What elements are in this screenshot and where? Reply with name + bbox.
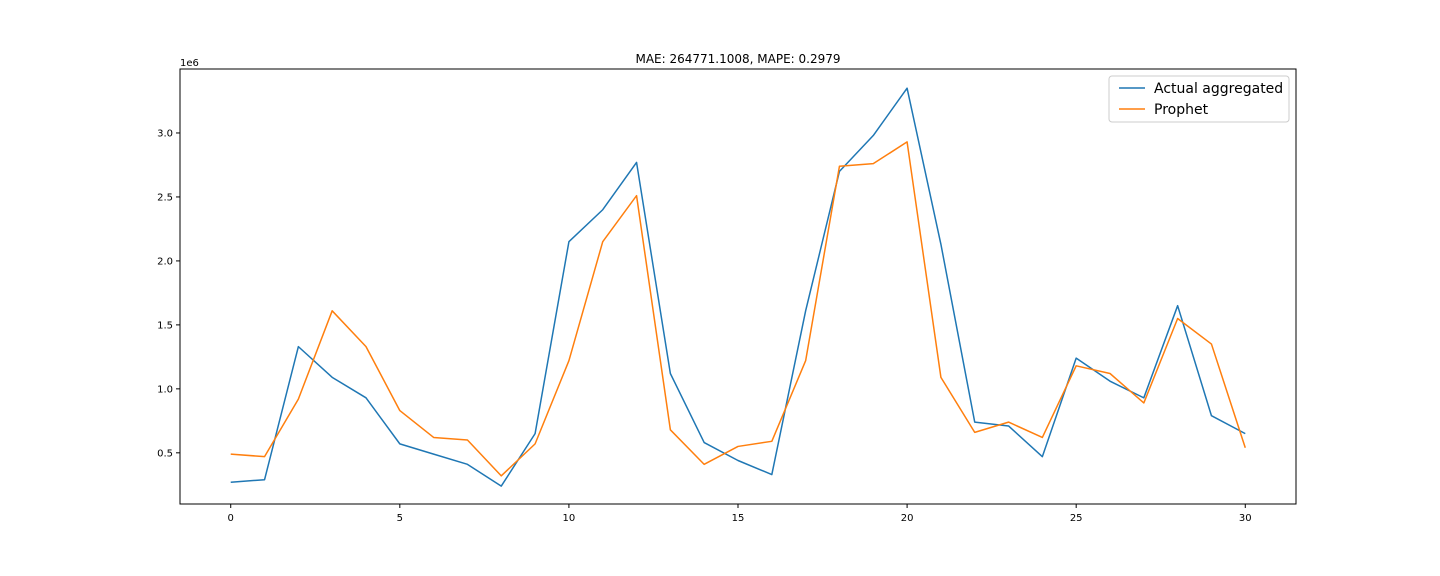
legend-box — [1108, 75, 1290, 123]
y-tick-label: 2.0 — [157, 256, 173, 267]
legend-label-prophet: Prophet — [1154, 102, 1209, 118]
x-tick-label: 30 — [1239, 513, 1252, 524]
series-line-actual-aggregated — [230, 87, 1246, 487]
y-tick-label: 3.0 — [157, 128, 173, 139]
y-tick-label: 2.5 — [157, 192, 173, 203]
x-tick-label: 5 — [397, 513, 403, 524]
x-tick-label: 25 — [1070, 513, 1083, 524]
y-axis: 0.5 1.0 1.5 2.0 2.5 3.0 — [157, 128, 180, 459]
y-tick-label: 1.0 — [157, 384, 173, 395]
legend: Actual aggregated Prophet — [1108, 75, 1290, 123]
x-tick-label: 10 — [563, 513, 576, 524]
y-tick-label: 1.5 — [157, 320, 173, 331]
x-tick-label: 15 — [732, 513, 745, 524]
plot-frame — [179, 68, 1297, 505]
legend-label-actual-aggregated: Actual aggregated — [1154, 81, 1283, 97]
x-axis: 0 5 10 15 20 25 30 — [228, 504, 1252, 524]
chart-title: MAE: 264771.1008, MAPE: 0.2979 — [635, 52, 840, 66]
series-line-prophet — [230, 141, 1246, 477]
y-offset-label: 1e6 — [180, 58, 199, 69]
x-tick-label: 20 — [901, 513, 914, 524]
plot-area — [230, 87, 1246, 487]
y-tick-label: 0.5 — [157, 448, 173, 459]
x-tick-label: 0 — [228, 513, 234, 524]
